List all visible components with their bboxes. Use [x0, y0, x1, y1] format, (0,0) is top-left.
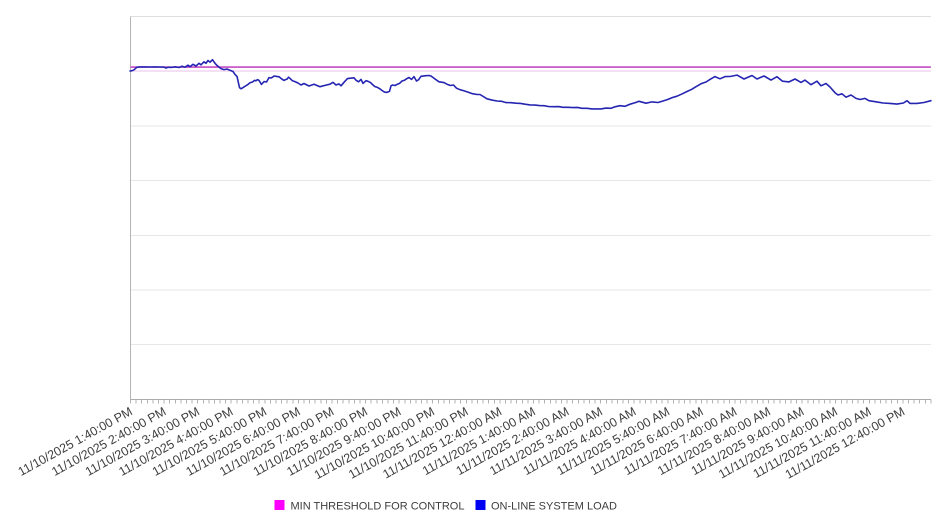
svg-text:MIN THRESHOLD FOR CONTROL: MIN THRESHOLD FOR CONTROL	[291, 500, 465, 512]
svg-text:ON-LINE SYSTEM LOAD: ON-LINE SYSTEM LOAD	[491, 500, 617, 512]
